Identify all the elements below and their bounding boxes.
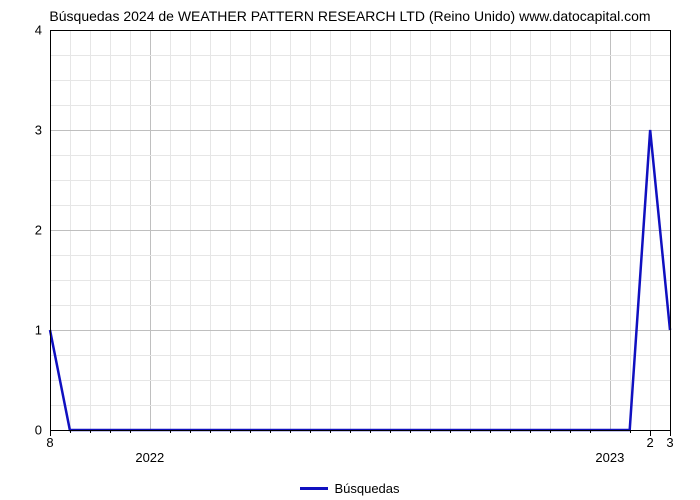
y-tick-label: 4 <box>12 23 42 38</box>
x-minor-tick <box>590 430 591 433</box>
y-tick-label: 0 <box>12 423 42 438</box>
x-minor-tick <box>270 430 271 433</box>
series-line-svg <box>50 30 670 430</box>
plot-area <box>50 30 670 430</box>
x-year-label: 2022 <box>135 450 164 465</box>
x-year-label: 2023 <box>595 450 624 465</box>
x-minor-tick <box>530 430 531 433</box>
x-minor-tick <box>470 430 471 433</box>
legend-label: Búsquedas <box>334 481 399 496</box>
x-minor-tick <box>450 430 451 433</box>
x-minor-tick <box>550 430 551 433</box>
x-minor-tick <box>570 430 571 433</box>
x-tick-label: 8 <box>46 435 53 450</box>
x-minor-tick <box>510 430 511 433</box>
x-minor-tick <box>230 430 231 433</box>
y-tick-label: 3 <box>12 123 42 138</box>
x-minor-tick <box>210 430 211 433</box>
legend-swatch <box>300 487 328 490</box>
x-minor-tick <box>410 430 411 433</box>
x-minor-tick <box>90 430 91 433</box>
x-minor-tick <box>630 430 631 433</box>
x-minor-tick <box>250 430 251 433</box>
y-tick-label: 1 <box>12 323 42 338</box>
x-major-tick <box>50 430 51 436</box>
x-minor-tick <box>290 430 291 433</box>
x-minor-tick <box>390 430 391 433</box>
y-tick-label: 2 <box>12 223 42 238</box>
x-minor-tick <box>430 430 431 433</box>
x-minor-tick <box>130 430 131 433</box>
x-major-tick <box>650 430 651 436</box>
x-minor-tick <box>70 430 71 433</box>
x-minor-tick <box>330 430 331 433</box>
x-minor-tick <box>350 430 351 433</box>
x-tick-label: 3 <box>666 435 673 450</box>
x-minor-tick <box>110 430 111 433</box>
x-minor-tick <box>370 430 371 433</box>
legend: Búsquedas <box>0 481 700 496</box>
x-major-tick <box>670 430 671 436</box>
chart-title: Búsquedas 2024 de WEATHER PATTERN RESEAR… <box>0 8 700 24</box>
x-tick-label: 2 <box>647 435 654 450</box>
x-minor-tick <box>170 430 171 433</box>
x-minor-tick <box>310 430 311 433</box>
x-minor-tick <box>190 430 191 433</box>
series-polyline <box>50 130 670 430</box>
x-minor-tick <box>490 430 491 433</box>
